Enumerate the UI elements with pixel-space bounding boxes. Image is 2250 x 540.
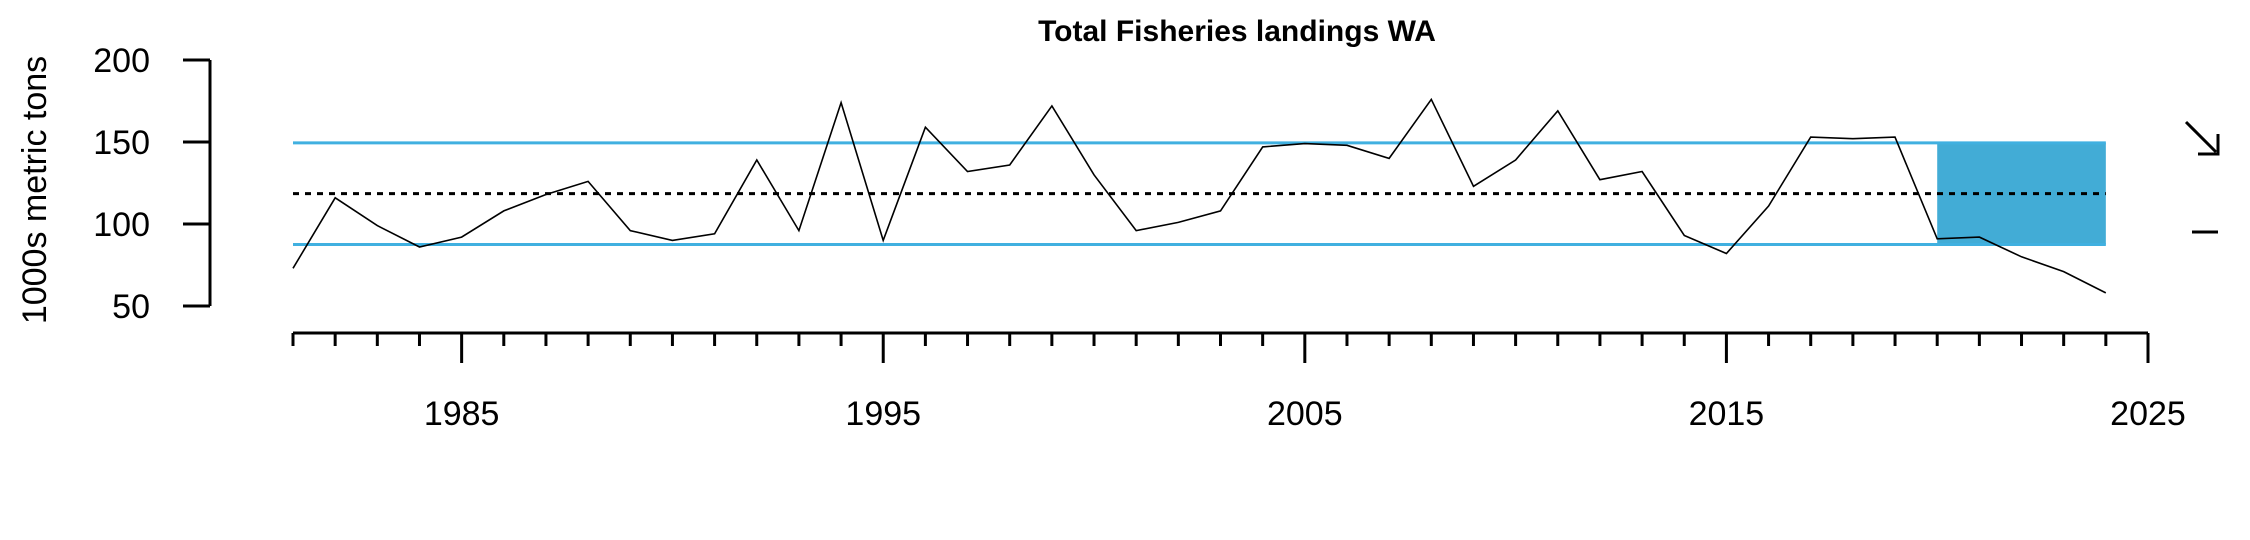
x-tick-label: 2015 [1689, 395, 1765, 433]
x-tick-label: 2005 [1267, 395, 1343, 433]
x-axis: 1985 1995 2005 2015 2025 [291, 331, 2186, 433]
y-tick-label: 150 [93, 124, 150, 162]
x-tick-label: 1985 [424, 395, 500, 433]
x-tick-group: 1985 1995 2005 2015 2025 [291, 333, 2186, 433]
chart-title: Total Fisheries landings WA [1038, 15, 1436, 48]
x-tick-label: 2025 [2110, 395, 2186, 433]
y-tick-group: 50 100 150 200 [93, 42, 210, 326]
y-tick-label: 100 [93, 206, 150, 244]
y-axis: 50 100 150 200 [93, 42, 212, 326]
plot-area [292, 97, 2107, 294]
indicators [2184, 120, 2220, 234]
trend-arrow-icon [2184, 120, 2220, 156]
y-axis-label: 1000s metric tons [16, 56, 54, 324]
y-tick-label: 50 [112, 288, 150, 326]
x-tick-label: 1995 [845, 395, 921, 433]
series-line [292, 97, 2107, 294]
y-tick-label: 200 [93, 42, 150, 80]
